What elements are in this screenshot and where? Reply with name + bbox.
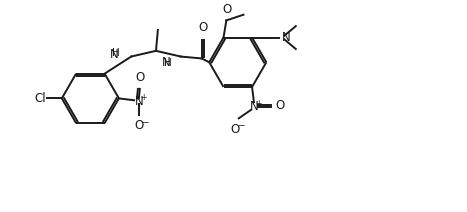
Text: O: O [223, 3, 232, 16]
Text: O: O [134, 119, 143, 132]
Text: N: N [134, 95, 143, 108]
Text: N: N [249, 100, 258, 113]
Text: +: + [140, 93, 146, 102]
Text: N: N [282, 31, 290, 44]
Text: O: O [198, 21, 207, 34]
Text: N: N [162, 56, 171, 69]
Text: H: H [164, 59, 172, 68]
Text: Cl: Cl [34, 92, 46, 105]
Text: O: O [276, 99, 285, 113]
Text: O: O [135, 71, 144, 84]
Text: H: H [112, 49, 120, 59]
Text: O: O [230, 123, 240, 136]
Text: −: − [237, 120, 244, 129]
Text: N: N [110, 48, 119, 61]
Text: −: − [141, 117, 149, 126]
Text: +: + [255, 99, 262, 108]
